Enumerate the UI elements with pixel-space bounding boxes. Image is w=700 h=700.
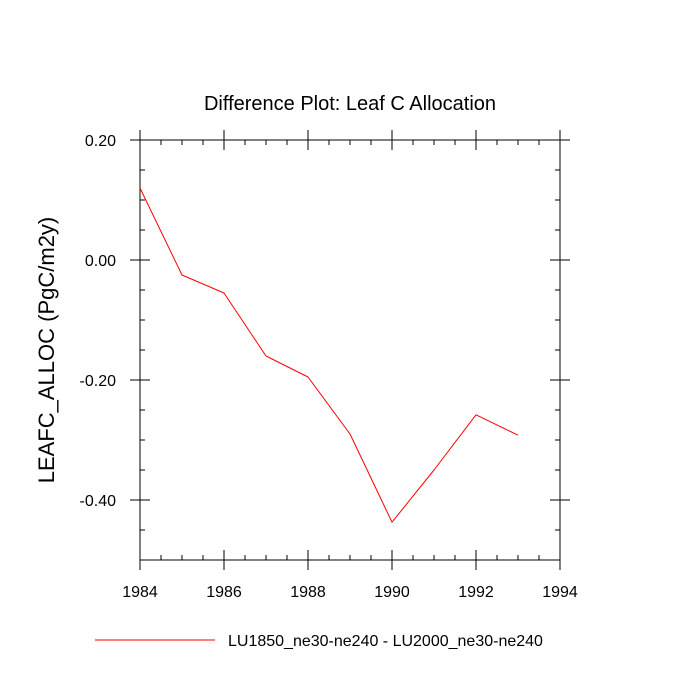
y-tick-label: 0.00 bbox=[85, 253, 116, 270]
x-tick-label: 1994 bbox=[542, 584, 578, 601]
plot-frame bbox=[139, 139, 561, 561]
y-tick-label: -0.20 bbox=[80, 373, 117, 390]
legend-label: LU1850_ne30-ne240 - LU2000_ne30-ne240 bbox=[228, 633, 543, 650]
series-line bbox=[139, 187, 519, 523]
y-tick-label: 0.20 bbox=[85, 133, 116, 150]
chart-title: Difference Plot: Leaf C Allocation bbox=[204, 93, 496, 115]
x-tick-label: 1984 bbox=[122, 584, 158, 601]
y-tick-label: -0.40 bbox=[80, 493, 117, 510]
x-tick-label: 1986 bbox=[206, 584, 242, 601]
x-tick-label: 1992 bbox=[458, 584, 494, 601]
y-axis-label: LEAFC_ALLOC (PgC/m2y) bbox=[34, 217, 59, 484]
x-tick-label: 1988 bbox=[290, 584, 326, 601]
x-tick-label: 1990 bbox=[374, 584, 410, 601]
